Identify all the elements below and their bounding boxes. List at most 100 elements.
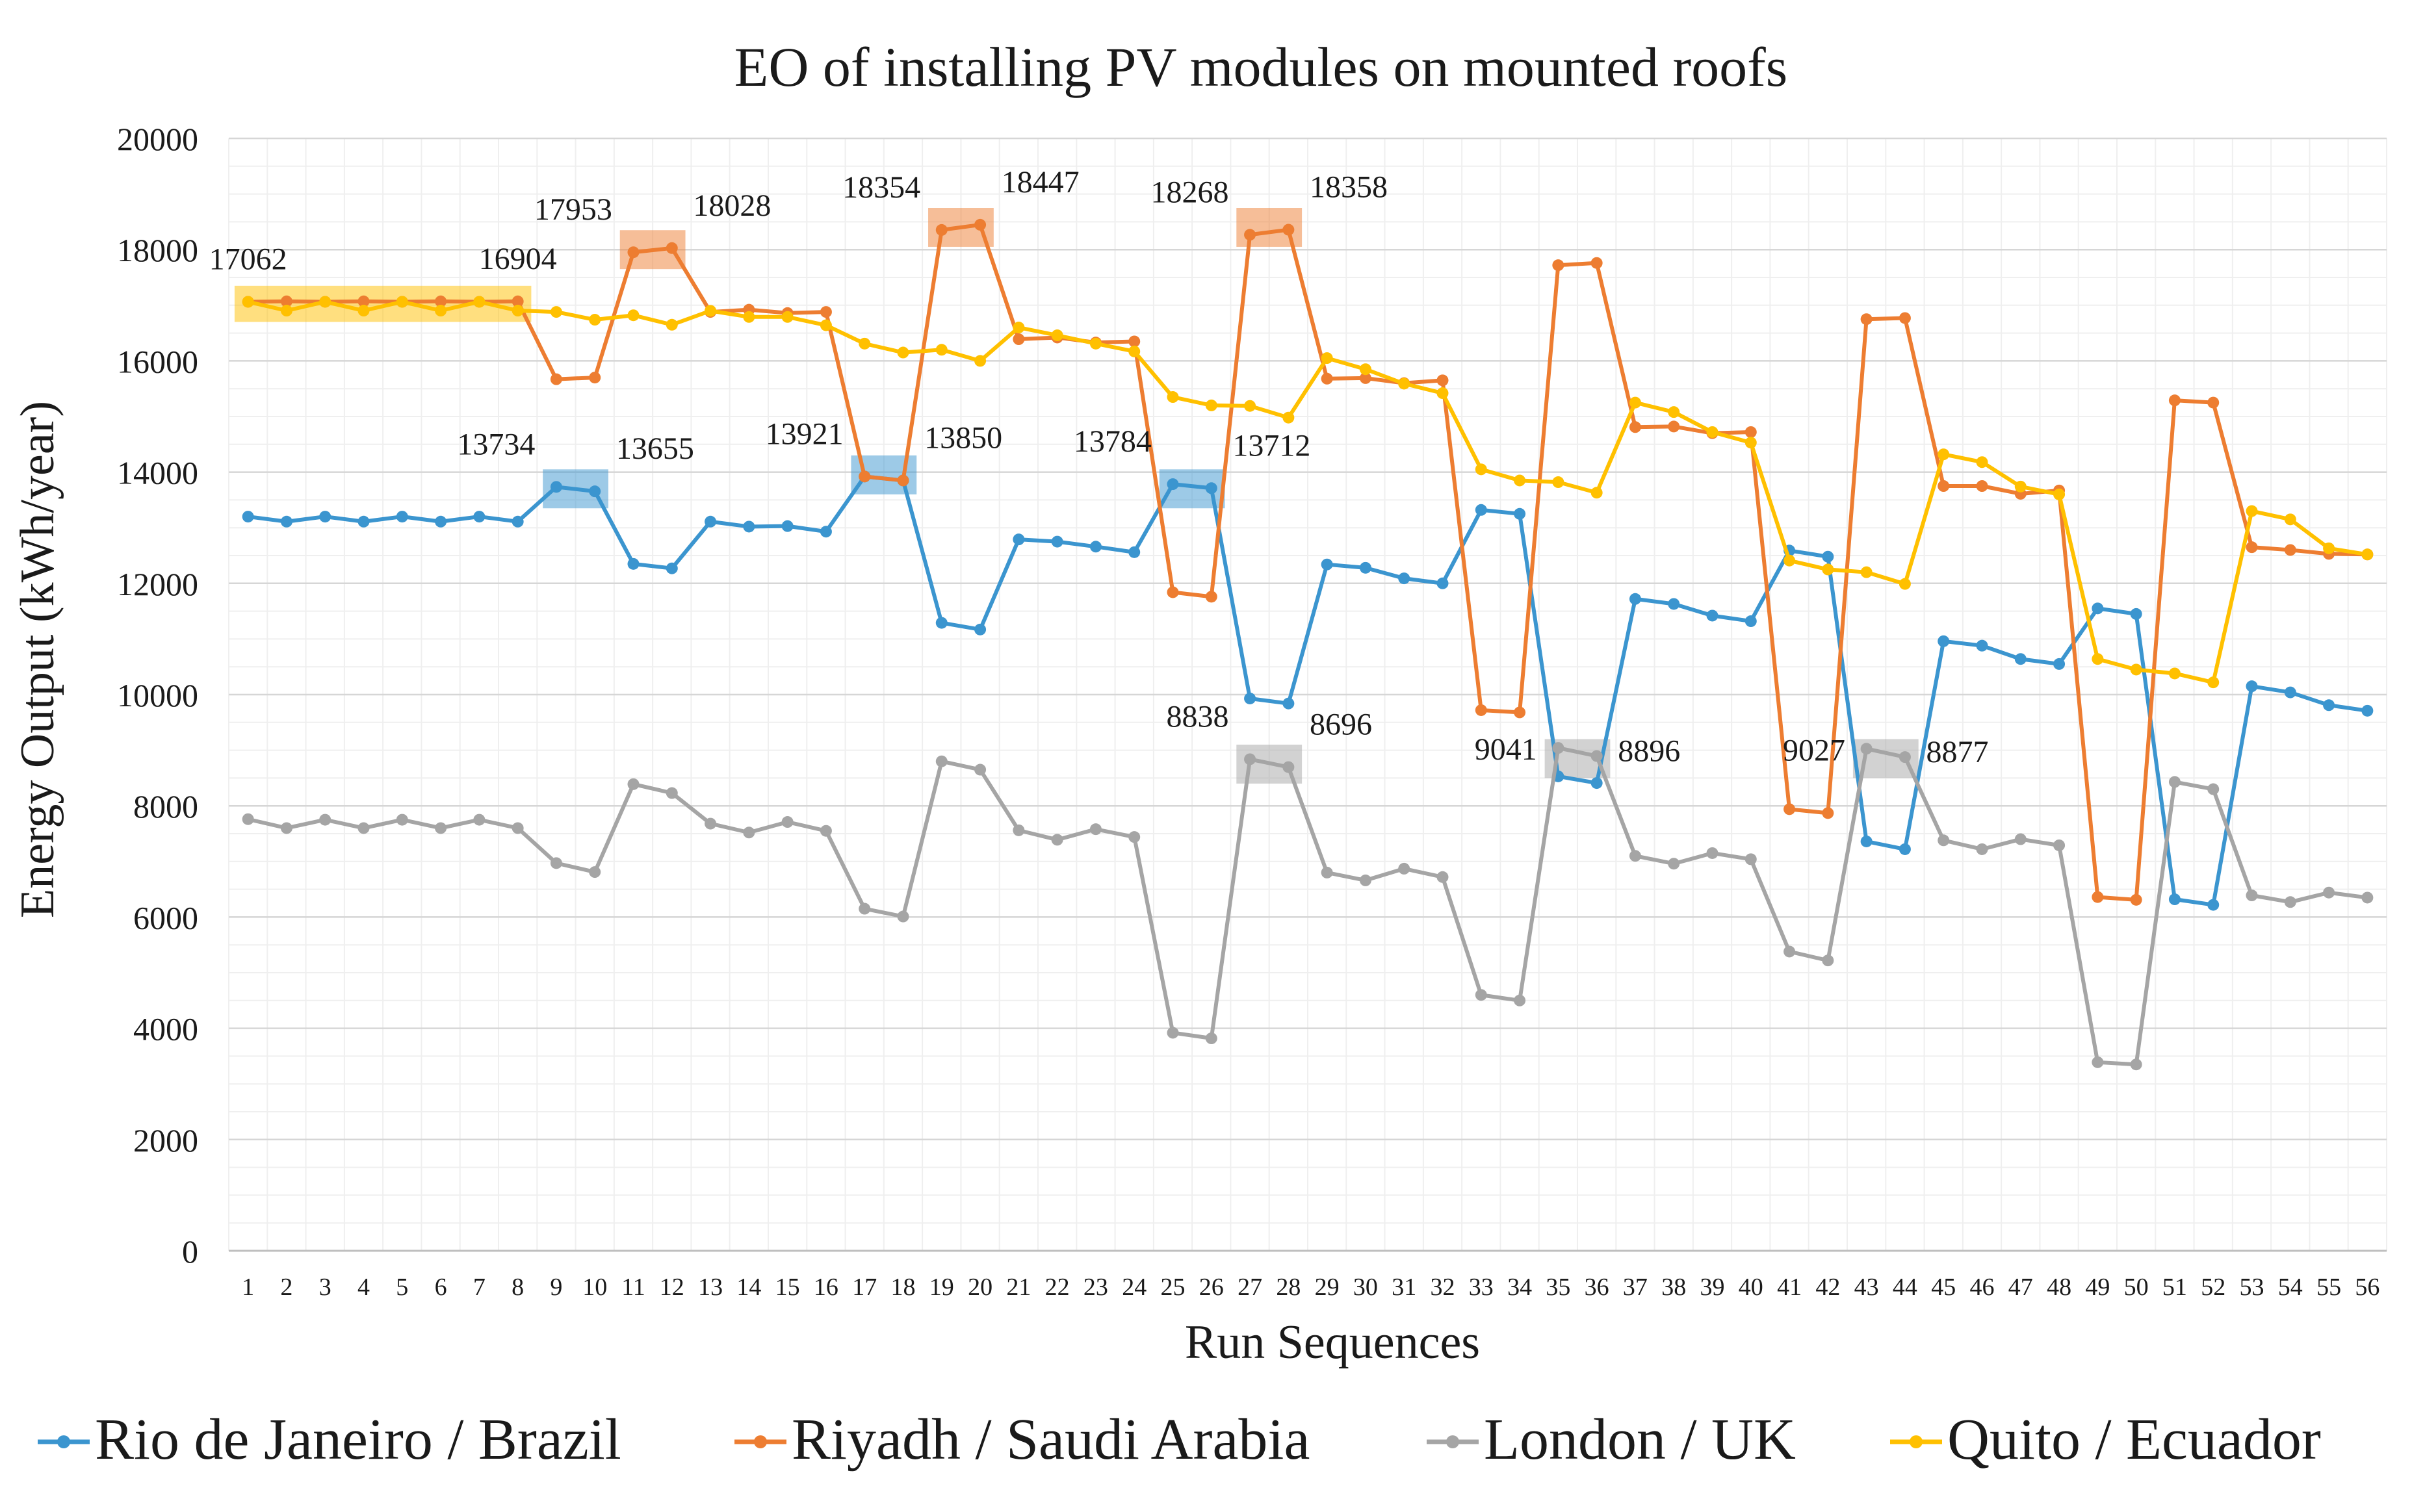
data-point [1359, 372, 1371, 384]
x-tick-label: 30 [1353, 1274, 1378, 1301]
data-point [1244, 753, 1256, 765]
data-point [743, 311, 755, 323]
data-point [2092, 653, 2104, 665]
y-tick-label: 20000 [117, 121, 198, 157]
data-point [974, 218, 987, 231]
x-tick-label: 34 [1507, 1274, 1532, 1301]
data-point [2284, 686, 2296, 698]
data-point [1899, 578, 1911, 590]
data-label: 13784 [1074, 424, 1152, 459]
x-tick-label: 36 [1585, 1274, 1609, 1301]
x-tick-label: 9 [550, 1274, 562, 1301]
data-point [1629, 593, 1641, 605]
x-tick-label: 4 [357, 1274, 370, 1301]
data-point [2130, 608, 2142, 620]
y-tick-label: 4000 [133, 1011, 198, 1047]
data-label: 8896 [1618, 734, 1680, 769]
data-point [2053, 488, 2066, 500]
x-tick-label: 56 [2355, 1274, 2380, 1301]
data-point [974, 763, 987, 776]
data-point [2130, 663, 2142, 676]
x-tick-label: 28 [1276, 1274, 1301, 1301]
data-point [935, 224, 948, 236]
legend-item: Quito / Ecuador [1890, 1407, 2321, 1472]
x-tick-label: 45 [1931, 1274, 1956, 1301]
x-tick-label: 49 [2085, 1274, 2110, 1301]
data-point [705, 515, 717, 528]
data-point [974, 623, 987, 635]
data-point [1860, 566, 1873, 578]
data-point [319, 296, 331, 308]
x-tick-label: 32 [1431, 1274, 1455, 1301]
data-point [1321, 352, 1333, 365]
data-point [473, 814, 486, 826]
y-tick-label: 12000 [117, 566, 198, 602]
data-point [1089, 337, 1102, 350]
data-point [1590, 487, 1603, 499]
data-point [1128, 831, 1141, 843]
data-point [2284, 896, 2296, 908]
data-point [820, 306, 832, 318]
x-tick-label: 21 [1006, 1274, 1031, 1301]
data-point [1938, 480, 1950, 492]
data-point [2323, 886, 2335, 899]
data-point [1321, 866, 1333, 878]
data-point [1013, 333, 1025, 346]
data-point [357, 305, 370, 317]
data-point [666, 562, 678, 574]
data-point [589, 372, 601, 384]
data-point [2323, 699, 2335, 711]
data-point [1167, 586, 1179, 598]
data-point [435, 305, 447, 317]
x-tick-label: 26 [1199, 1274, 1224, 1301]
data-point [435, 822, 447, 834]
series-group [242, 470, 2374, 911]
data-point [1976, 456, 1988, 468]
legend-label: London / UK [1484, 1407, 1796, 1472]
x-tick-label: 43 [1854, 1274, 1879, 1301]
x-tick-label: 55 [2316, 1274, 2341, 1301]
data-point [1128, 546, 1141, 558]
data-point [1783, 554, 1796, 567]
x-tick-label: 37 [1623, 1274, 1648, 1301]
data-label: 8877 [1926, 735, 1989, 769]
data-point [820, 526, 832, 538]
annotation-layer: 17062 16904 17953 18028 18354 18447 18268 18358… [209, 165, 1989, 769]
data-point [935, 344, 948, 356]
data-point [1706, 609, 1718, 622]
data-point [280, 305, 292, 317]
x-tick-label: 8 [512, 1274, 524, 1301]
data-point [1436, 374, 1449, 387]
data-label: 13850 [924, 420, 1002, 455]
y-tick-label: 8000 [133, 788, 198, 825]
data-point [1051, 834, 1063, 846]
data-point [1167, 478, 1179, 491]
data-point [1552, 259, 1564, 272]
data-point [242, 511, 254, 523]
data-point [1475, 463, 1487, 476]
data-point [1668, 406, 1680, 418]
data-point [1552, 476, 1564, 489]
data-point [1629, 850, 1641, 862]
data-label: 8838 [1166, 699, 1228, 734]
data-point [897, 474, 909, 487]
axis-layer: 0 2000 4000 6000 8000 10000 12000 14000 16000 180… [117, 121, 2387, 1301]
data-point [974, 355, 987, 367]
data-point [1706, 426, 1718, 438]
x-tick-label: 15 [775, 1274, 800, 1301]
data-point [1744, 615, 1757, 628]
data-point [627, 557, 640, 570]
data-point [1205, 399, 1217, 411]
data-point [473, 511, 486, 523]
data-point [1013, 322, 1025, 334]
data-point [1590, 777, 1603, 789]
data-point [2014, 833, 2027, 845]
series-line [247, 746, 2368, 1067]
data-point [859, 337, 871, 350]
x-tick-label: 16 [814, 1274, 838, 1301]
x-tick-label: 52 [2201, 1274, 2225, 1301]
data-point [2284, 544, 2296, 556]
data-point [2092, 602, 2104, 615]
